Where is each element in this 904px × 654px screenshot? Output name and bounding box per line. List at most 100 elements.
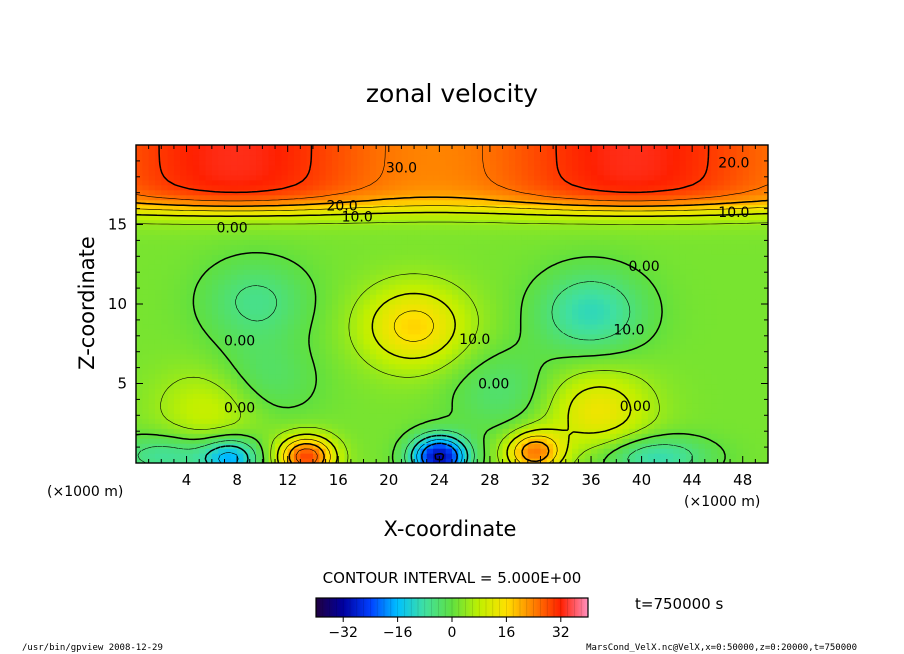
field-cell [186, 308, 194, 315]
field-cell [376, 453, 384, 459]
field-cell [584, 224, 592, 231]
field-cell [508, 358, 516, 365]
field-cell [635, 229, 643, 236]
field-cell [199, 408, 207, 414]
field-cell [711, 224, 719, 231]
field-cell [673, 244, 681, 250]
field-cell [711, 443, 719, 449]
field-cell [641, 294, 649, 300]
field-cell [262, 428, 270, 434]
field-cell [268, 264, 276, 270]
field-cell [154, 388, 162, 395]
field-cell [578, 229, 586, 236]
field-cell [591, 244, 598, 250]
field-cell [666, 338, 674, 345]
field-cell [685, 279, 693, 285]
field-cell [161, 453, 169, 459]
field-cell [249, 259, 257, 265]
field-cell [540, 299, 548, 305]
field-cell [603, 308, 611, 315]
field-cell [628, 458, 636, 463]
field-cell [382, 259, 390, 265]
field-cell [628, 378, 636, 385]
field-cell [312, 333, 320, 340]
field-cell [154, 264, 162, 270]
field-cell [673, 358, 681, 365]
field-cell [376, 373, 384, 380]
field-cell [388, 413, 396, 419]
field-cell [433, 443, 440, 449]
field-cell [452, 433, 459, 439]
field-cell [294, 408, 301, 414]
field-cell [578, 403, 586, 409]
field-cell [711, 239, 719, 245]
field-cell [660, 304, 668, 310]
field-cell [755, 423, 763, 429]
field-cell [249, 433, 257, 439]
field-cell [692, 348, 700, 355]
field-cell [584, 304, 592, 310]
field-cell [641, 448, 649, 454]
field-cell [717, 373, 725, 380]
field-cell [388, 338, 396, 345]
field-cell [489, 363, 497, 370]
field-cell [136, 453, 143, 459]
field-cell [452, 254, 459, 260]
field-cell [489, 304, 497, 310]
field-cell [749, 234, 756, 241]
field-cell [154, 249, 162, 255]
field-cell [679, 403, 687, 409]
field-cell [161, 323, 169, 330]
field-cell [388, 249, 396, 255]
field-cell [730, 304, 737, 310]
field-cell [489, 244, 497, 250]
field-cell [224, 378, 232, 385]
field-cell [603, 363, 611, 370]
field-cell [464, 363, 472, 370]
field-cell [211, 428, 219, 434]
field-cell [262, 318, 270, 325]
field-cell [357, 229, 365, 236]
field-cell [654, 418, 662, 424]
field-cell [742, 229, 750, 236]
field-cell [230, 333, 238, 340]
field-cell [218, 274, 226, 280]
field-cell [243, 313, 251, 320]
field-cell [350, 423, 358, 429]
field-cell [186, 299, 194, 305]
field-cell [679, 388, 687, 395]
field-cell [685, 368, 693, 375]
field-cell [553, 313, 561, 320]
field-cell [369, 438, 377, 444]
field-cell [148, 418, 156, 424]
field-cell [218, 279, 226, 285]
field-cell [723, 254, 731, 260]
field-cell [730, 308, 737, 315]
field-cell [325, 383, 333, 390]
field-cell [515, 338, 523, 345]
field-cell [685, 423, 693, 429]
field-cell [338, 458, 346, 463]
field-cell [173, 234, 181, 241]
field-cell [641, 433, 649, 439]
field-cell [300, 219, 308, 226]
field-cell [736, 299, 744, 305]
field-cell [167, 368, 175, 375]
field-cell [445, 388, 453, 395]
field-cell [268, 338, 276, 345]
field-cell [180, 408, 188, 414]
field-cell [224, 274, 232, 280]
field-cell [647, 304, 655, 310]
field-cell [433, 279, 440, 285]
field-cell [401, 214, 409, 221]
field-cell [477, 284, 485, 290]
field-cell [673, 279, 681, 285]
field-cell [306, 244, 314, 250]
field-cell [635, 433, 643, 439]
field-cell [199, 214, 207, 221]
field-cell [616, 318, 624, 325]
field-cell [546, 244, 554, 250]
field-cell [540, 403, 548, 409]
field-cell [414, 333, 421, 340]
field-cell [749, 279, 756, 285]
